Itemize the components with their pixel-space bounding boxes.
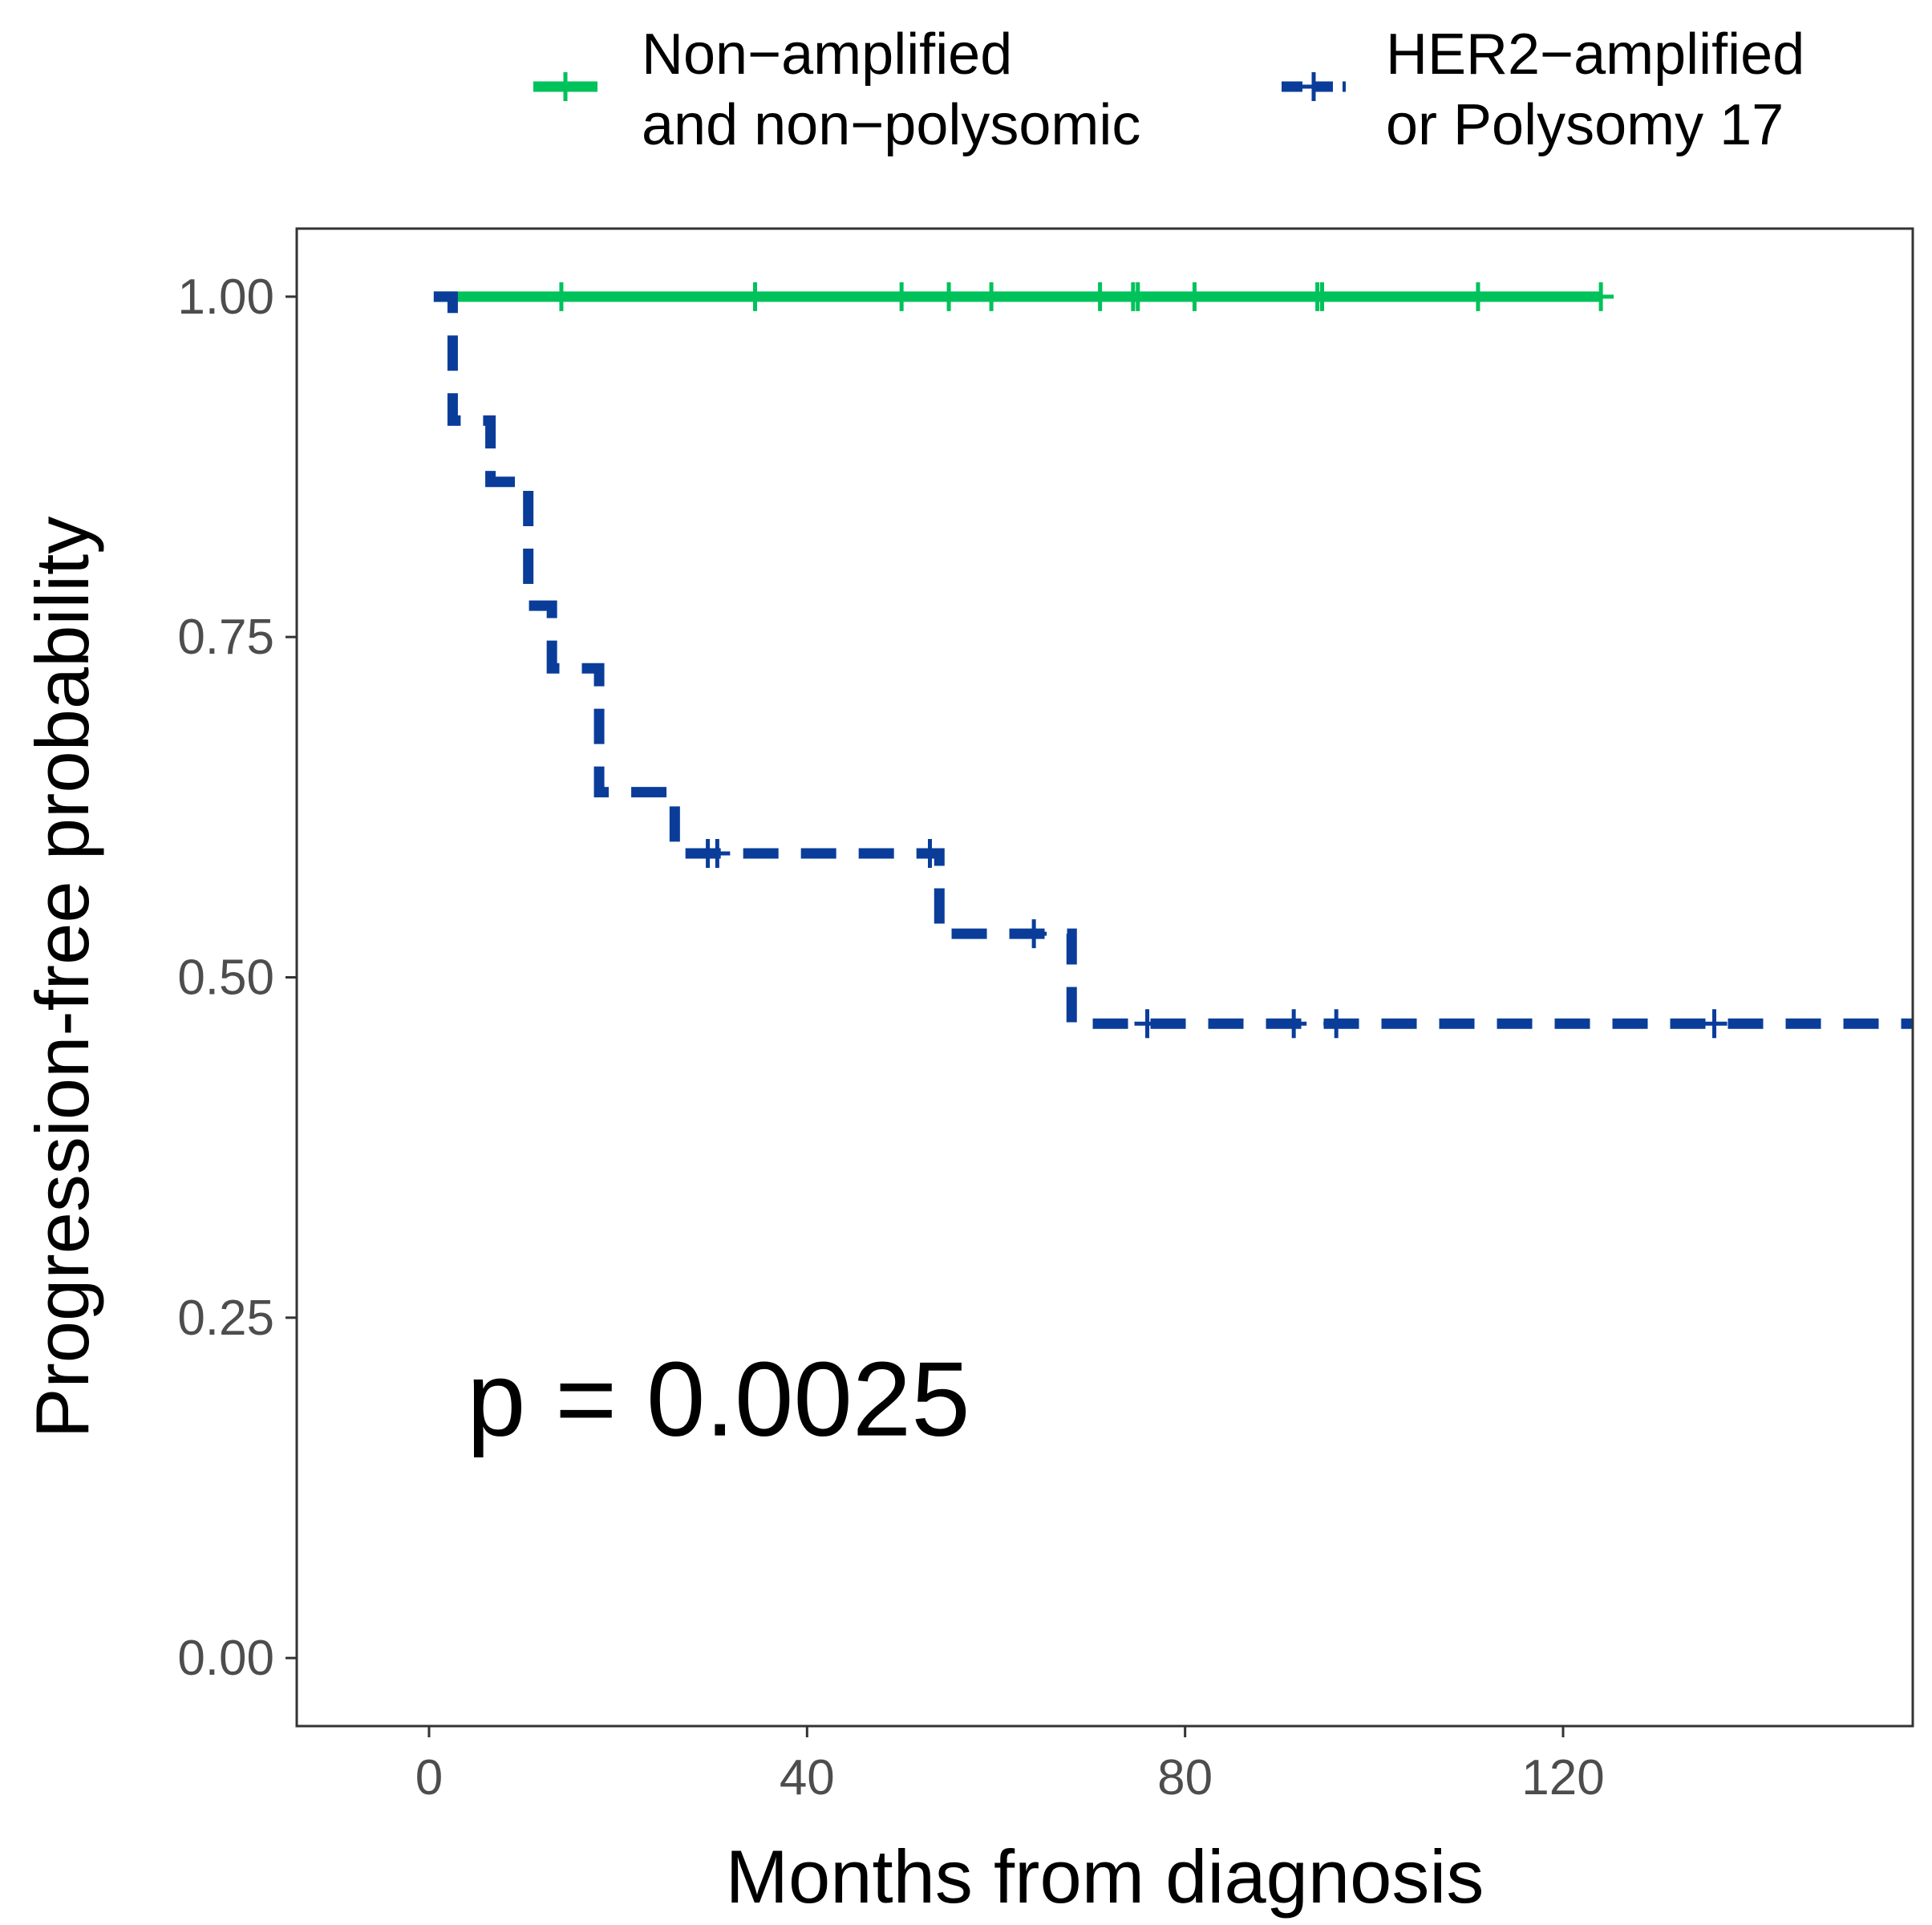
y-tick-label: 0.75 bbox=[177, 610, 274, 665]
x-tick-label: 120 bbox=[1521, 1750, 1604, 1805]
legend-key-mark bbox=[1301, 72, 1326, 101]
censor-mark bbox=[1134, 1009, 1160, 1039]
censor-mark bbox=[1281, 1009, 1307, 1039]
x-axis-title: Months from diagnosis bbox=[726, 1834, 1484, 1919]
censor-mark bbox=[1021, 919, 1047, 949]
x-axis: 0 40 80 120 bbox=[415, 1726, 1605, 1805]
x-tick-label: 0 bbox=[415, 1750, 443, 1805]
censor-mark bbox=[889, 282, 915, 311]
series-2 bbox=[433, 291, 1913, 1039]
x-tick-label: 80 bbox=[1157, 1750, 1213, 1805]
censor-mark bbox=[742, 282, 768, 311]
censor-mark bbox=[1124, 282, 1151, 311]
y-axis-title: Progression-free probability bbox=[20, 517, 104, 1438]
legend-key-mark bbox=[553, 72, 578, 101]
p-value-annotation: p = 0.0025 bbox=[467, 1340, 970, 1458]
censor-mark bbox=[704, 839, 731, 869]
plot-area bbox=[433, 282, 1913, 1039]
x-tick-label: 40 bbox=[780, 1750, 835, 1805]
legend-item-1: Non−amplified and non−polysomic bbox=[533, 22, 1140, 157]
series-1 bbox=[433, 282, 1614, 311]
censor-mark bbox=[936, 282, 962, 311]
censor-mark bbox=[917, 839, 943, 869]
censor-mark bbox=[1323, 1009, 1350, 1039]
censor-mark bbox=[1309, 282, 1335, 311]
censor-mark bbox=[1181, 282, 1208, 311]
legend-label: Non−amplified and non−polysomic bbox=[642, 22, 1140, 157]
censor-mark bbox=[548, 282, 574, 311]
legend-label: HER2−amplified or Polysomy 17 bbox=[1386, 22, 1804, 157]
y-tick-label: 0.25 bbox=[177, 1291, 274, 1346]
censor-mark bbox=[1464, 282, 1491, 311]
y-tick-label: 1.00 bbox=[177, 270, 274, 325]
y-tick-label: 0.50 bbox=[177, 950, 274, 1006]
censor-mark bbox=[978, 282, 1005, 311]
legend: Non−amplified and non−polysomic HER2−ampli… bbox=[533, 22, 1804, 157]
y-axis: 0.00 0.25 0.50 0.75 1.00 bbox=[177, 270, 297, 1686]
censor-mark bbox=[1701, 1009, 1727, 1039]
y-tick-label: 0.00 bbox=[177, 1631, 274, 1686]
survival-curve bbox=[433, 291, 1913, 1029]
legend-item-2: HER2−amplified or Polysomy 17 bbox=[1282, 22, 1804, 157]
censor-mark bbox=[1087, 282, 1113, 311]
censor-mark bbox=[1588, 282, 1614, 311]
